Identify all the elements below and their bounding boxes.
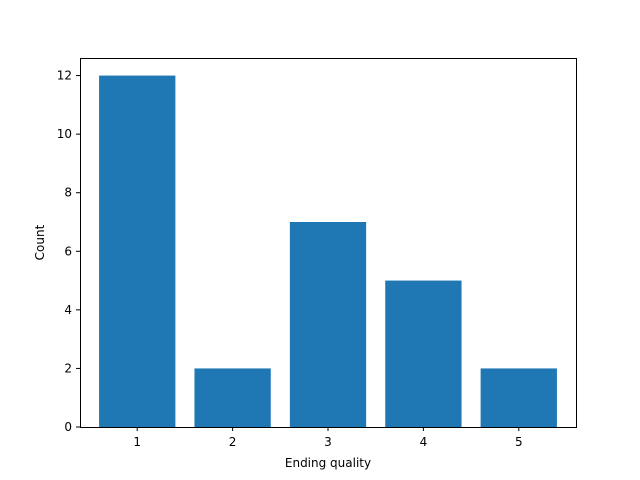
bar-5	[480, 368, 557, 427]
y-axis-label: Count	[33, 224, 47, 260]
y-tick-label: 12	[57, 69, 72, 83]
bar-2	[194, 368, 271, 427]
bar-3	[289, 222, 367, 427]
bar-1	[99, 75, 176, 428]
x-tick-label: 2	[229, 435, 237, 449]
bar-4	[385, 280, 462, 427]
x-tick-label: 5	[515, 435, 523, 449]
x-axis-label: Ending quality	[285, 456, 371, 470]
y-ticks: 0 2 4 6 8 10 12	[57, 69, 80, 434]
y-tick-label: 2	[64, 361, 72, 375]
y-tick-label: 10	[57, 127, 72, 141]
y-tick-label: 6	[64, 244, 72, 258]
y-tick-label: 0	[64, 420, 72, 434]
plot-frame	[80, 58, 577, 428]
x-tick-label: 1	[133, 435, 141, 449]
bars-layer	[99, 75, 557, 428]
x-tick-label: 3	[324, 435, 332, 449]
y-tick-label: 8	[64, 186, 72, 200]
x-tick-label: 4	[420, 435, 428, 449]
y-tick-label: 4	[64, 303, 72, 317]
